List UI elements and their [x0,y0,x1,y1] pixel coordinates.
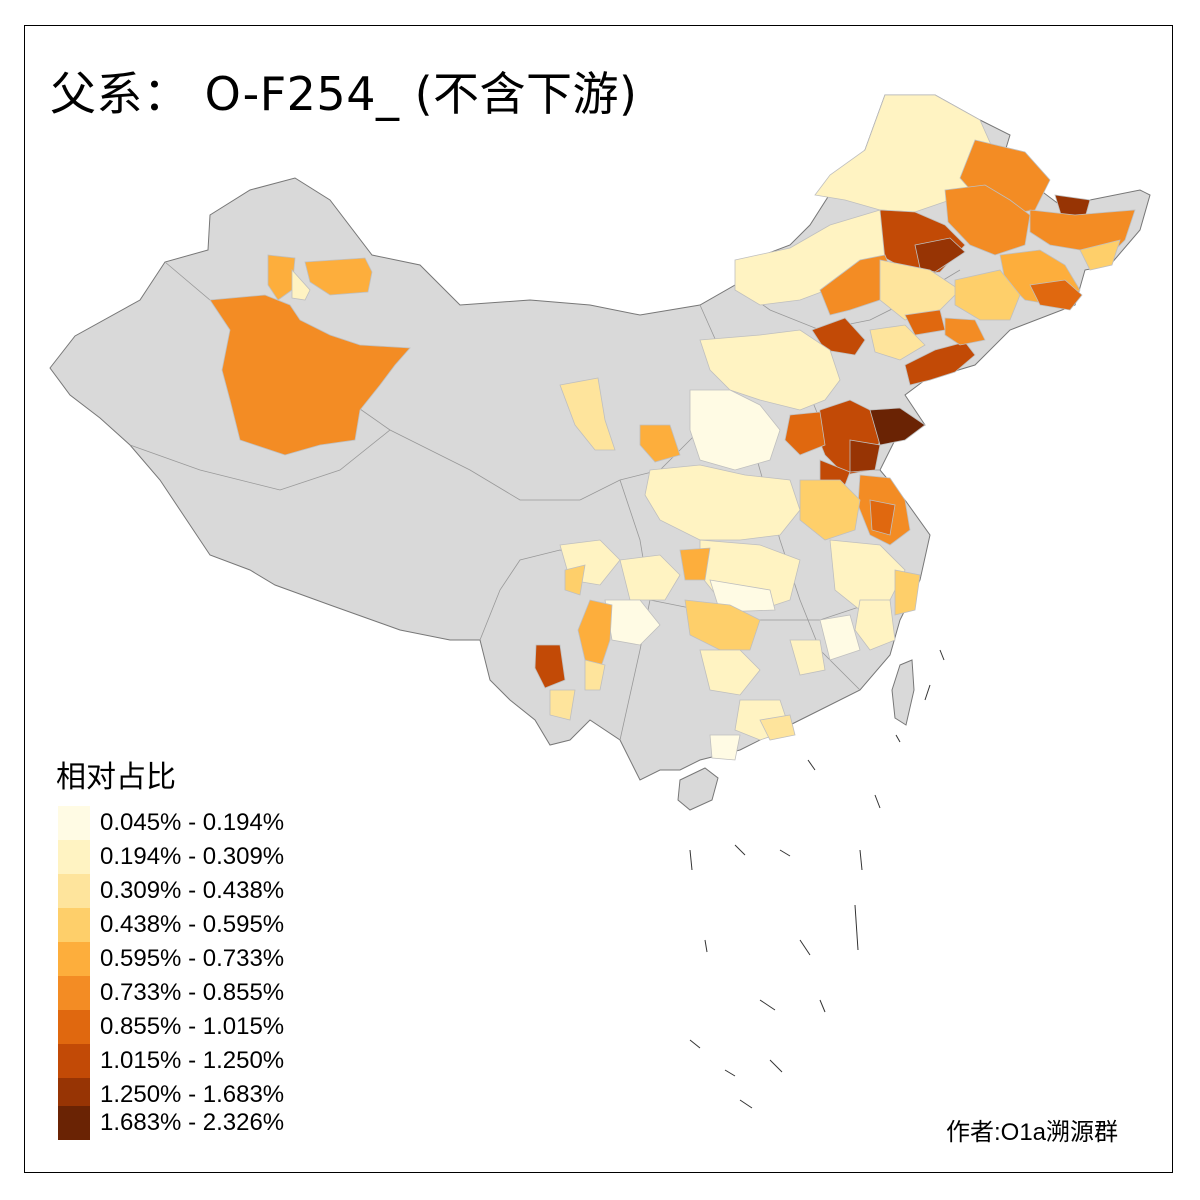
prefecture-region [679,547,711,581]
legend-title: 相对占比 [56,760,176,795]
prefecture-region [894,569,921,616]
prefecture-region [584,659,606,691]
legend-swatch [58,976,90,1010]
prefecture-region [914,237,966,273]
legend-item: 1.015% - 1.250% [58,1044,358,1078]
legend-label: 0.438% - 0.595% [100,911,285,938]
prefecture-region [869,499,896,536]
prefecture-region [619,554,681,601]
prefecture-region [304,257,373,296]
legend-label: 1.683% - 2.326% [100,1109,285,1136]
prefecture-region [869,407,926,446]
prefecture-region [709,579,776,613]
legend-swatch [58,840,90,874]
prefecture-region [209,294,411,456]
south-china-sea-islands [689,649,945,1109]
legend-label: 0.045% - 0.194% [100,809,285,836]
legend-item: 0.045% - 0.194% [58,806,358,840]
legend-swatch [58,1106,90,1140]
prefecture-region [869,324,926,361]
prefecture-region [1029,279,1083,311]
author-credit: 作者:O1a溯源群 [946,1119,1119,1146]
prefecture-region [789,639,826,676]
prefecture-region [819,614,861,661]
legend-item: 0.855% - 1.015% [58,1010,358,1044]
prefecture-region [944,184,1031,256]
prefecture-region [549,689,576,721]
taiwan-island [891,659,915,726]
legend-swatch [58,874,90,908]
legend-swatch [58,1010,90,1044]
prefecture-region [267,254,296,301]
prefecture-region [944,317,986,346]
legend-label: 0.309% - 0.438% [100,877,285,904]
legend-item: 0.595% - 0.733% [58,942,358,976]
prefecture-region [954,269,1021,321]
prefecture-region [291,268,311,301]
prefecture-region [1079,239,1121,271]
legend-item: 0.733% - 0.855% [58,976,358,1010]
prefecture-regions [209,94,1136,761]
legend-label: 1.015% - 1.250% [100,1047,285,1074]
prefecture-region [709,734,741,761]
prefecture-region [849,439,881,473]
prefecture-region [699,649,761,696]
prefecture-region [689,389,781,471]
legend-label: 0.194% - 0.309% [100,843,285,870]
legend-swatch [58,1044,90,1078]
legend-item: 1.683% - 2.326% [58,1106,358,1140]
legend-item: 0.438% - 0.595% [58,908,358,942]
prefecture-region [644,464,801,541]
legend-item: 0.309% - 0.438% [58,874,358,908]
prefecture-region [604,599,661,646]
prefecture-region [534,644,566,689]
prefecture-region [759,714,796,741]
prefecture-region [639,424,681,463]
legend-label: 1.250% - 1.683% [100,1081,285,1108]
prefecture-region [699,329,841,411]
legend-swatch [58,806,90,840]
map-title: 父系： O-F254_ (不含下游) [50,67,638,121]
prefecture-region [904,341,976,386]
map-frame [24,25,1173,1173]
legend-label: 0.733% - 0.855% [100,979,285,1006]
legend-swatch [58,908,90,942]
prefecture-region [799,479,861,541]
prefecture-region [559,377,616,451]
prefecture-region [564,564,586,596]
legend-label: 0.595% - 0.733% [100,945,285,972]
legend-swatch [58,942,90,976]
prefecture-region [784,411,826,456]
prefecture-region [854,599,896,651]
hainan-island [677,767,719,811]
legend-label: 0.855% - 1.015% [100,1013,285,1040]
legend-item: 0.194% - 0.309% [58,840,358,874]
prefecture-region [684,599,761,651]
